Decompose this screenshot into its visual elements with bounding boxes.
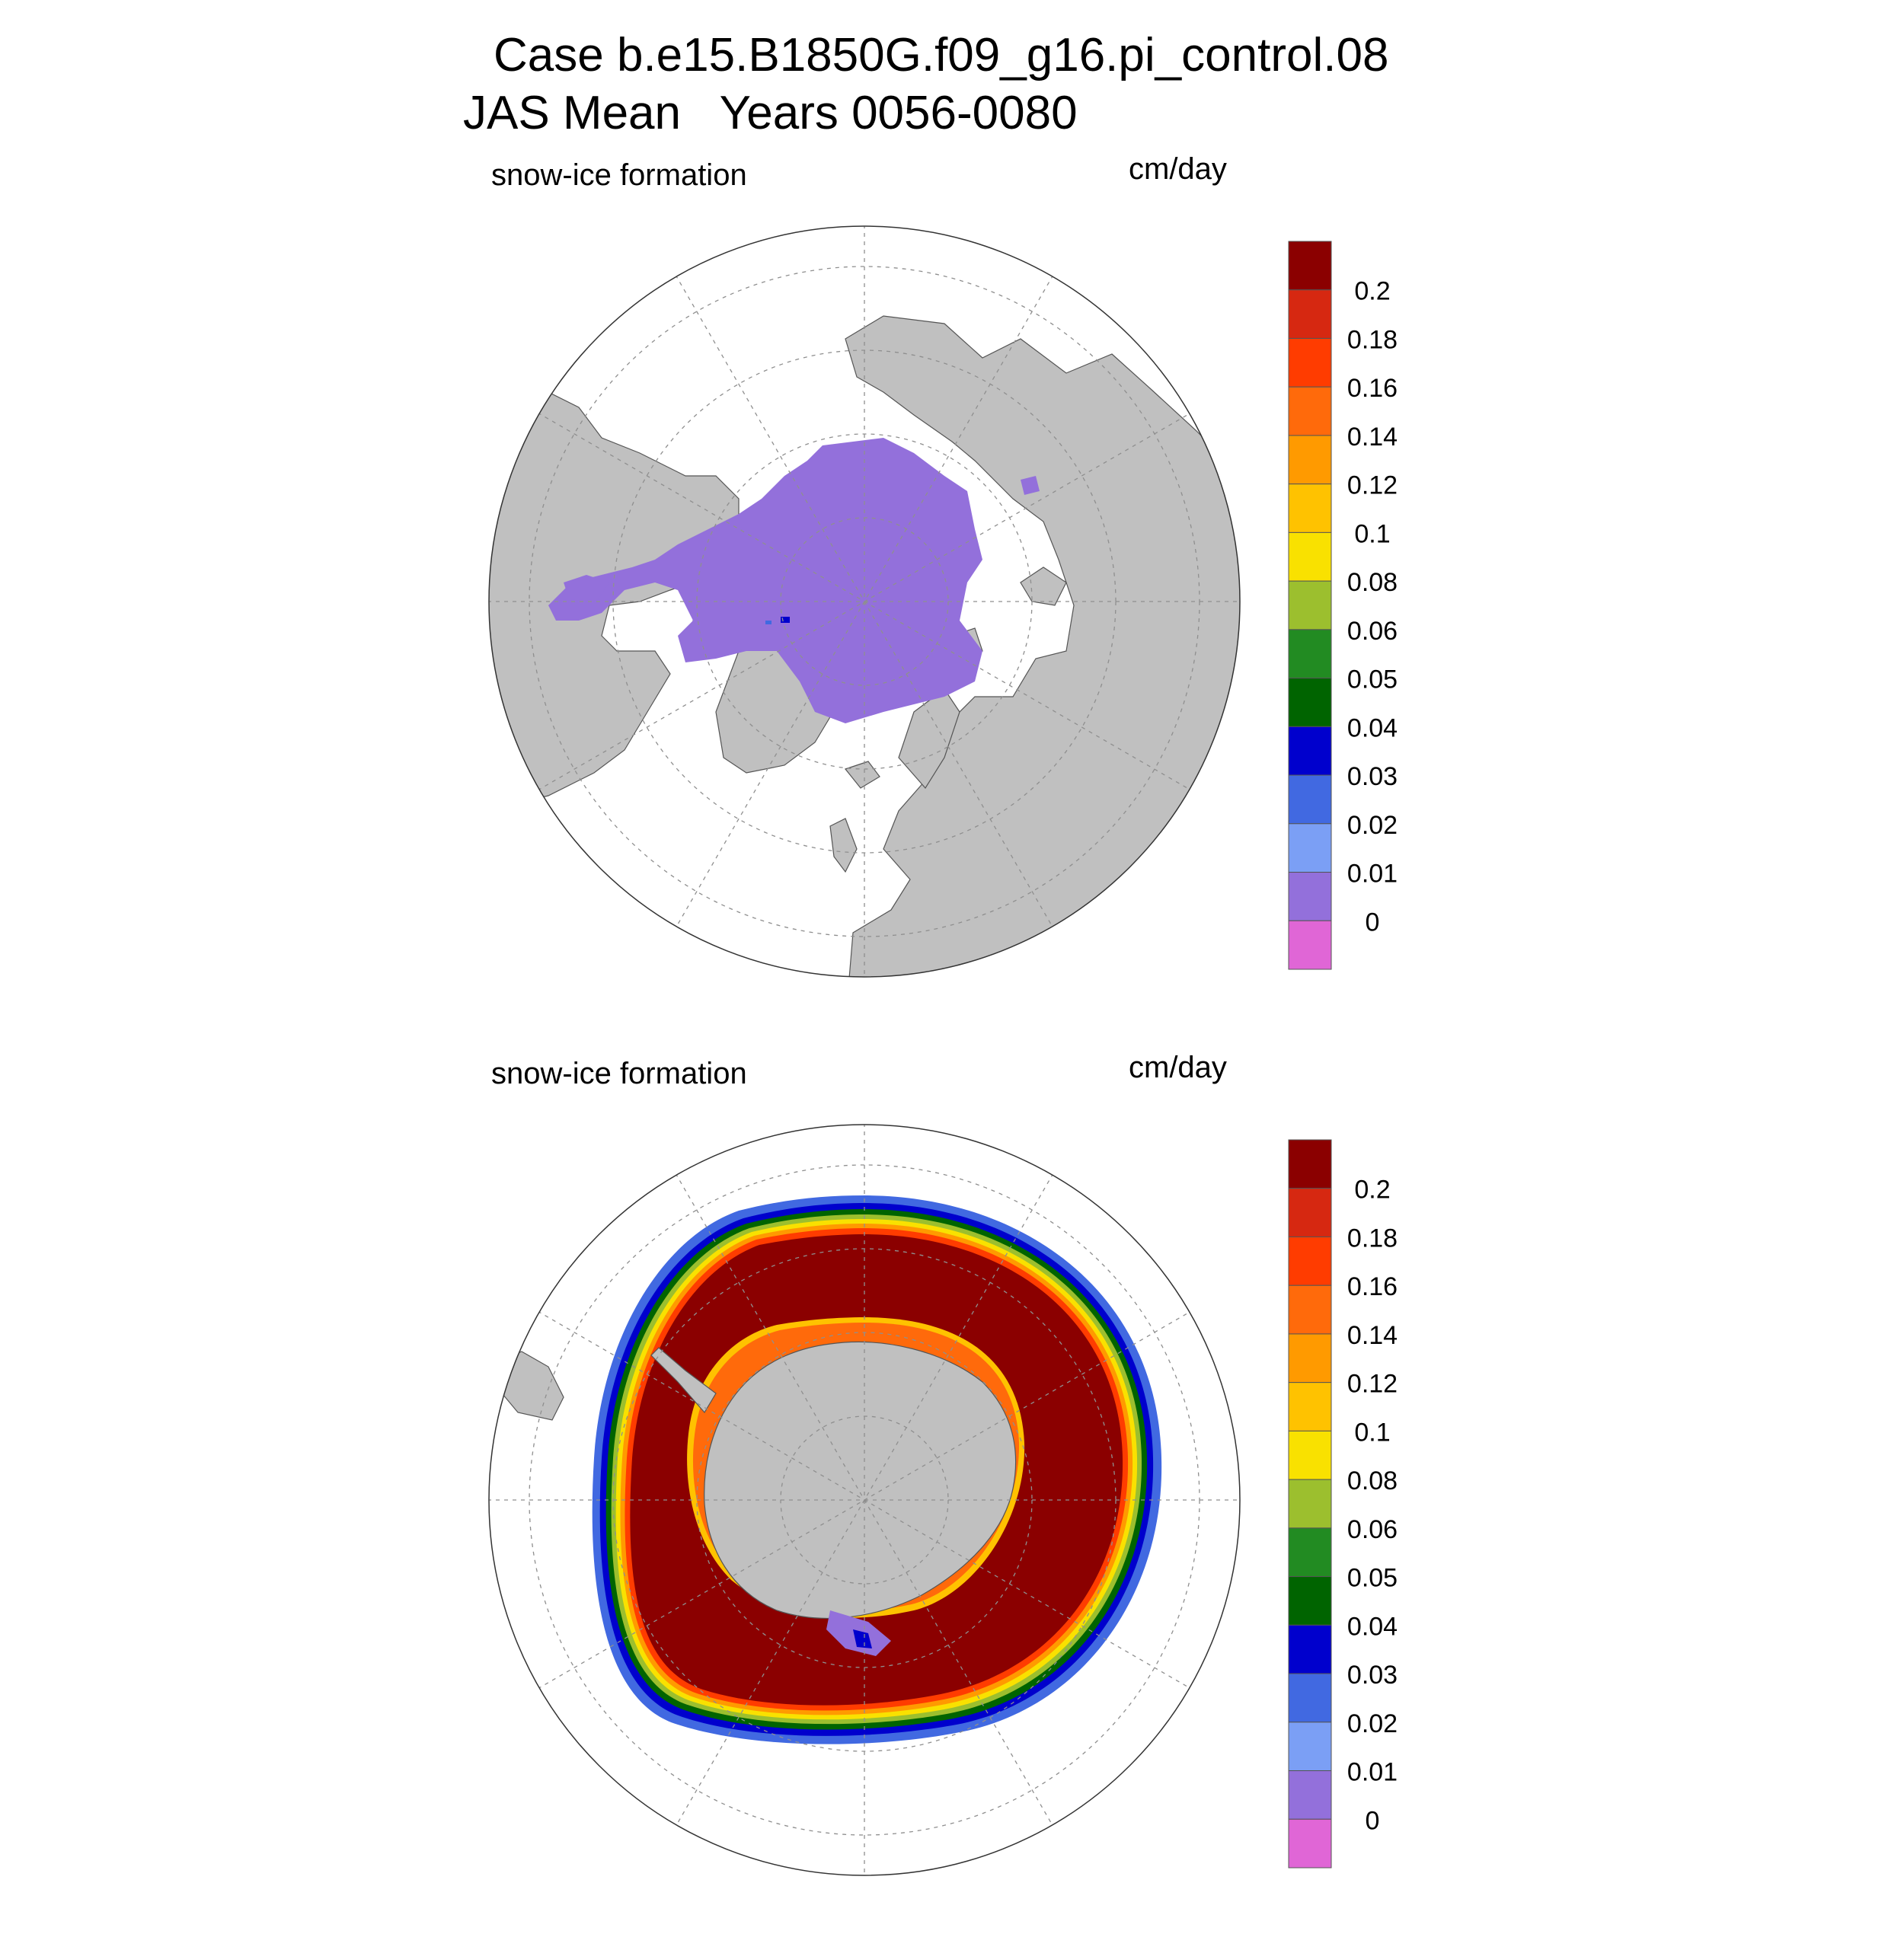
antarctica-land — [704, 1341, 1017, 1619]
south-colorbar: 0.2 0.18 0.16 0.14 0.12 0.1 0.08 0.06 0.05 0.04 0.… — [1288, 1139, 1398, 1869]
north-colorbar-swatch — [1288, 872, 1332, 921]
south-colorbar-label: 0.18 — [1347, 1224, 1398, 1253]
north-colorbar-label: 0.06 — [1347, 617, 1398, 646]
north-colorbar-swatch — [1288, 241, 1332, 291]
north-colorbar-label: 0.01 — [1347, 860, 1398, 889]
south-colorbar-swatch — [1288, 1430, 1332, 1480]
north-ice-field — [548, 438, 1040, 723]
north-colorbar: 0.2 0.18 0.16 0.14 0.12 0.1 0.08 0.06 0.05 0.04 0.… — [1288, 241, 1398, 970]
south-colorbar-label: 0.2 — [1354, 1176, 1390, 1205]
panel-south-unit-label: cm/day — [1129, 1051, 1227, 1084]
north-colorbar-label: 0.05 — [1347, 665, 1398, 694]
north-colorbar-label: 0.04 — [1347, 713, 1398, 742]
south-colorbar-swatch — [1288, 1479, 1332, 1529]
south-colorbar-label: 0.12 — [1347, 1370, 1398, 1399]
arctic-ice-pack — [548, 438, 982, 723]
south-colorbar-label: 0.04 — [1347, 1612, 1398, 1641]
south-colorbar-label: 0.06 — [1347, 1515, 1398, 1544]
panel-north-unit-label: cm/day — [1129, 152, 1227, 186]
panel-south: snow-ice formation cm/day — [0, 1036, 1904, 1934]
north-colorbar-swatch — [1288, 774, 1332, 825]
north-colorbar-swatch — [1288, 435, 1332, 485]
north-map-border — [488, 225, 1241, 978]
panel-south-variable-label: snow-ice formation — [491, 1057, 747, 1090]
south-colorbar-label: 0.05 — [1347, 1564, 1398, 1593]
north-blue-spot — [781, 617, 790, 623]
south-colorbar-label: 0.1 — [1354, 1418, 1390, 1447]
figure-title-mean: JAS Mean Years 0056-0080 — [463, 87, 1078, 139]
south-colorbar-swatch — [1288, 1527, 1332, 1578]
south-colorbar-label: 0.08 — [1347, 1466, 1398, 1495]
south-polar-map — [488, 1124, 1241, 1876]
south-colorbar-swatch — [1288, 1236, 1332, 1286]
north-colorbar-label: 0.02 — [1347, 811, 1398, 840]
south-colorbar-swatch — [1288, 1624, 1332, 1674]
south-colorbar-swatch — [1288, 1722, 1332, 1772]
north-colorbar-label: 0.12 — [1347, 471, 1398, 500]
south-colorbar-swatch — [1288, 1285, 1332, 1335]
north-colorbar-label: 0 — [1366, 908, 1380, 937]
north-colorbar-swatch — [1288, 484, 1332, 533]
south-colorbar-label: 0.01 — [1347, 1758, 1398, 1787]
south-colorbar-swatch — [1288, 1382, 1332, 1431]
north-colorbar-label: 0.18 — [1347, 325, 1398, 354]
south-colorbar-label: 0.16 — [1347, 1272, 1398, 1301]
north-colorbar-label: 0.2 — [1354, 277, 1390, 306]
ross-sea-blue — [853, 1629, 872, 1648]
north-colorbar-label: 0.16 — [1347, 374, 1398, 403]
north-colorbar-swatch — [1288, 531, 1332, 582]
north-colorbar-swatch — [1288, 726, 1332, 776]
hudson-bay-ice — [564, 575, 609, 605]
south-colorbar-swatch — [1288, 1818, 1332, 1869]
south-colorbar-swatch — [1288, 1139, 1332, 1189]
north-graticule — [489, 226, 1240, 977]
north-colorbar-label: 0.14 — [1347, 423, 1398, 452]
south-colorbar-label: 0.14 — [1347, 1321, 1398, 1350]
north-polar-map — [488, 225, 1241, 978]
bering-ice-patch — [1021, 476, 1040, 495]
south-colorbar-label: 0 — [1366, 1806, 1380, 1835]
south-colorbar-swatch — [1288, 1770, 1332, 1820]
north-colorbar-swatch — [1288, 580, 1332, 630]
south-colorbar-swatch — [1288, 1576, 1332, 1626]
north-colorbar-swatch — [1288, 386, 1332, 436]
north-colorbar-swatch — [1288, 337, 1332, 388]
panel-north: snow-ice formation cm/day — [0, 137, 1904, 1036]
panel-north-variable-label: snow-ice formation — [491, 158, 747, 192]
south-colorbar-label: 0.03 — [1347, 1661, 1398, 1690]
north-colorbar-swatch — [1288, 678, 1332, 727]
north-light-blue-spot — [765, 621, 772, 624]
north-colorbar-swatch — [1288, 629, 1332, 679]
north-colorbar-swatch — [1288, 920, 1332, 970]
south-colorbar-swatch — [1288, 1188, 1332, 1237]
south-graticule — [489, 1125, 1240, 1875]
south-colorbar-swatch — [1288, 1333, 1332, 1383]
north-colorbar-label: 0.1 — [1354, 519, 1390, 548]
antarctic-peninsula — [650, 1347, 717, 1414]
north-colorbar-label: 0.08 — [1347, 568, 1398, 597]
south-colorbar-label: 0.02 — [1347, 1709, 1398, 1738]
north-colorbar-swatch — [1288, 823, 1332, 873]
south-map-border — [488, 1124, 1241, 1876]
north-colorbar-label: 0.03 — [1347, 762, 1398, 791]
north-colorbar-swatch — [1288, 289, 1332, 339]
figure-title-case: Case b.e15.B1850G.f09_g16.pi_control.08 — [494, 29, 1389, 81]
south-colorbar-swatch — [1288, 1673, 1332, 1723]
